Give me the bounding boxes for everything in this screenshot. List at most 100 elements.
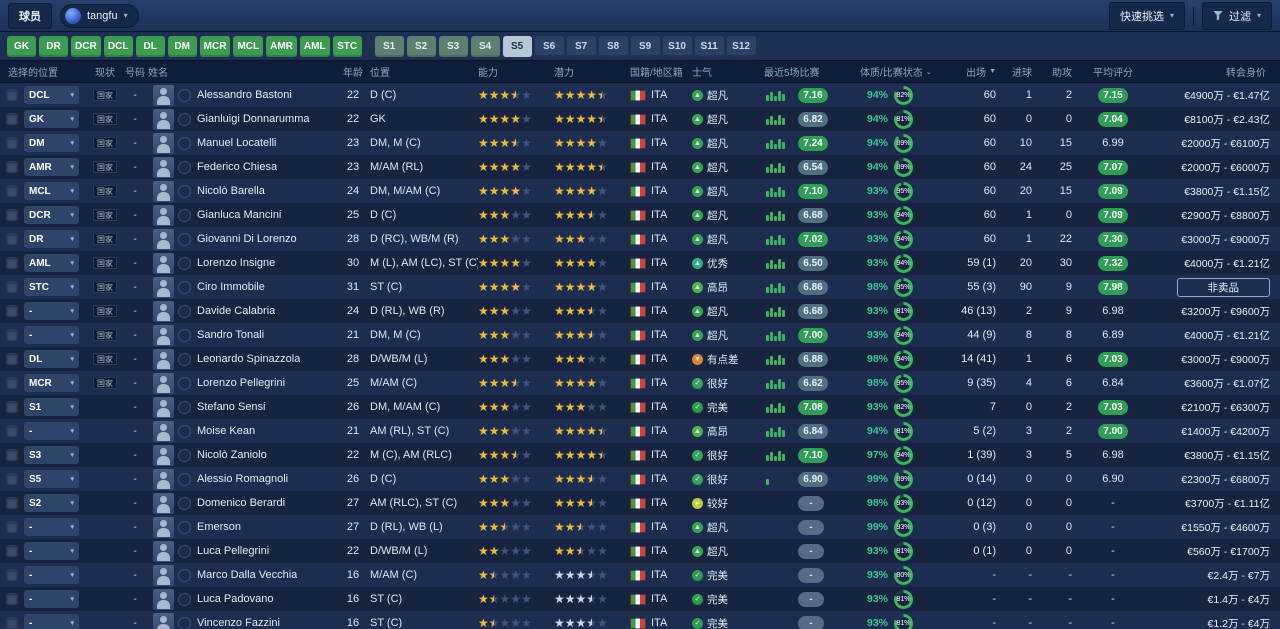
player-info-icon[interactable] bbox=[178, 544, 191, 558]
position-slot-dropdown[interactable]: - ▾ bbox=[24, 518, 79, 536]
column-header-13[interactable]: 出场 ▼ bbox=[966, 68, 996, 79]
row-checkbox[interactable] bbox=[6, 593, 18, 605]
table-row[interactable]: - ▾ 国家 - Sandro Tonali 21 DM, M (C) ★ ★ ★ ★ ★… bbox=[0, 323, 1280, 347]
position-slot-dropdown[interactable]: - ▾ bbox=[24, 590, 79, 608]
table-row[interactable]: AMR ▾ 国家 - Federico Chiesa 23 M/AM (RL) ★… bbox=[0, 155, 1280, 179]
page-tab-players[interactable]: 球员 bbox=[8, 2, 52, 29]
player-info-icon[interactable] bbox=[178, 328, 191, 342]
player-name[interactable]: Domenico Berardi bbox=[197, 497, 286, 509]
position-filter-amr[interactable]: AMR bbox=[266, 35, 297, 57]
player-name[interactable]: Stefano Sensi bbox=[197, 401, 266, 413]
row-checkbox[interactable] bbox=[6, 497, 18, 509]
column-header-8[interactable]: 潜力 bbox=[554, 68, 574, 79]
table-row[interactable]: S3 ▾ - Nicolò Zaniolo 22 M (C), AM (RLC) … bbox=[0, 443, 1280, 467]
column-header-11[interactable]: 最近5场比赛 bbox=[764, 68, 820, 79]
column-header-5[interactable]: 年龄 bbox=[343, 68, 363, 79]
column-header-7[interactable]: 能力 bbox=[478, 68, 498, 79]
player-name[interactable]: Manuel Locatelli bbox=[197, 137, 277, 149]
table-row[interactable]: - ▾ - Marco Dalla Vecchia 16 M/AM (C) ★ ★ ★… bbox=[0, 563, 1280, 587]
column-header-16[interactable]: 平均评分 bbox=[1093, 68, 1133, 79]
position-filter-s7[interactable]: S7 bbox=[566, 35, 596, 57]
table-row[interactable]: - ▾ - Luca Padovano 16 ST (C) ★ ★ ★ ★ ★ ★ ★ ★ ★ ★ … bbox=[0, 587, 1280, 611]
table-row[interactable]: DL ▾ 国家 - Leonardo Spinazzola 28 D/WB/M (… bbox=[0, 347, 1280, 371]
table-row[interactable]: MCL ▾ 国家 - Nicolò Barella 24 DM, M/AM (C)… bbox=[0, 179, 1280, 203]
player-info-icon[interactable] bbox=[178, 304, 191, 318]
position-filter-dcr[interactable]: DCR bbox=[71, 35, 101, 57]
player-info-icon[interactable] bbox=[178, 592, 191, 606]
position-slot-dropdown[interactable]: GK ▾ bbox=[24, 110, 79, 128]
row-checkbox[interactable] bbox=[6, 545, 18, 557]
table-row[interactable]: GK ▾ 国家 - Gianluigi Donnarumma 22 GK ★ ★ ★ ★… bbox=[0, 107, 1280, 131]
position-slot-dropdown[interactable]: DR ▾ bbox=[24, 230, 79, 248]
table-row[interactable]: DCR ▾ 国家 - Gianluca Mancini 25 D (C) ★ ★ ★ ★… bbox=[0, 203, 1280, 227]
column-header-6[interactable]: 位置 bbox=[370, 68, 390, 79]
position-slot-dropdown[interactable]: DL ▾ bbox=[24, 350, 79, 368]
row-checkbox[interactable] bbox=[6, 377, 18, 389]
table-row[interactable]: DR ▾ 国家 - Giovanni Di Lorenzo 28 D (RC), … bbox=[0, 227, 1280, 251]
position-filter-aml[interactable]: AML bbox=[299, 35, 330, 57]
row-checkbox[interactable] bbox=[6, 329, 18, 341]
row-checkbox[interactable] bbox=[6, 137, 18, 149]
player-name[interactable]: Federico Chiesa bbox=[197, 161, 278, 173]
table-row[interactable]: DM ▾ 国家 - Manuel Locatelli 23 DM, M (C) ★… bbox=[0, 131, 1280, 155]
position-filter-s6[interactable]: S6 bbox=[534, 35, 564, 57]
filter-button[interactable]: 过滤 ▾ bbox=[1201, 1, 1272, 30]
player-name[interactable]: Marco Dalla Vecchia bbox=[197, 569, 298, 581]
table-row[interactable]: S1 ▾ - Stefano Sensi 26 DM, M/AM (C) ★ ★ ★ ★… bbox=[0, 395, 1280, 419]
position-filter-dm[interactable]: DM bbox=[167, 35, 197, 57]
quick-pick-button[interactable]: 快速挑选 ▾ bbox=[1108, 1, 1185, 30]
position-filter-s1[interactable]: S1 bbox=[374, 35, 404, 57]
row-checkbox[interactable] bbox=[6, 161, 18, 173]
position-filter-dl[interactable]: DL bbox=[135, 35, 165, 57]
player-name[interactable]: Alessio Romagnoli bbox=[197, 473, 289, 485]
column-header-10[interactable]: 士气 bbox=[692, 68, 712, 79]
table-row[interactable]: S2 ▾ - Domenico Berardi 27 AM (RLC), ST (… bbox=[0, 491, 1280, 515]
player-name[interactable]: Davide Calabria bbox=[197, 305, 276, 317]
player-name[interactable]: Vincenzo Fazzini bbox=[197, 617, 280, 629]
table-row[interactable]: - ▾ - Vincenzo Fazzini 16 ST (C) ★ ★ ★ ★ ★ ★ ★ ★… bbox=[0, 611, 1280, 629]
player-name[interactable]: Lorenzo Insigne bbox=[197, 257, 276, 269]
player-info-icon[interactable] bbox=[178, 208, 191, 222]
player-name[interactable]: Gianluigi Donnarumma bbox=[197, 113, 310, 125]
row-checkbox[interactable] bbox=[6, 569, 18, 581]
position-slot-dropdown[interactable]: - ▾ bbox=[24, 302, 79, 320]
row-checkbox[interactable] bbox=[6, 257, 18, 269]
player-name[interactable]: Leonardo Spinazzola bbox=[197, 353, 301, 365]
player-info-icon[interactable] bbox=[178, 136, 191, 150]
player-name[interactable]: Nicolò Barella bbox=[197, 185, 265, 197]
position-slot-dropdown[interactable]: STC ▾ bbox=[24, 278, 79, 296]
position-filter-dcl[interactable]: DCL bbox=[103, 35, 133, 57]
table-row[interactable]: - ▾ - Moise Kean 21 AM (RL), ST (C) ★ ★ ★ ★ ★… bbox=[0, 419, 1280, 443]
column-header-15[interactable]: 助攻 bbox=[1052, 68, 1072, 79]
player-info-icon[interactable] bbox=[178, 616, 191, 629]
position-slot-dropdown[interactable]: S2 ▾ bbox=[24, 494, 79, 512]
column-header-4[interactable]: 姓名 bbox=[148, 68, 168, 79]
position-slot-dropdown[interactable]: - ▾ bbox=[24, 326, 79, 344]
position-slot-dropdown[interactable]: DCR ▾ bbox=[24, 206, 79, 224]
player-info-icon[interactable] bbox=[178, 160, 191, 174]
player-name[interactable]: Lorenzo Pellegrini bbox=[197, 377, 286, 389]
table-row[interactable]: MCR ▾ 国家 - Lorenzo Pellegrini 25 M/AM (C)… bbox=[0, 371, 1280, 395]
position-slot-dropdown[interactable]: AMR ▾ bbox=[24, 158, 79, 176]
position-filter-s8[interactable]: S8 bbox=[598, 35, 628, 57]
position-filter-s9[interactable]: S9 bbox=[630, 35, 660, 57]
position-filter-mcr[interactable]: MCR bbox=[199, 35, 231, 57]
player-info-icon[interactable] bbox=[178, 448, 191, 462]
player-info-icon[interactable] bbox=[178, 184, 191, 198]
player-info-icon[interactable] bbox=[178, 88, 191, 102]
player-info-icon[interactable] bbox=[178, 112, 191, 126]
position-slot-dropdown[interactable]: MCR ▾ bbox=[24, 374, 79, 392]
position-slot-dropdown[interactable]: - ▾ bbox=[24, 566, 79, 584]
row-checkbox[interactable] bbox=[6, 521, 18, 533]
row-checkbox[interactable] bbox=[6, 353, 18, 365]
table-row[interactable]: STC ▾ 国家 - Ciro Immobile 31 ST (C) ★ ★ ★ ★ ★ ★… bbox=[0, 275, 1280, 299]
position-slot-dropdown[interactable]: S1 ▾ bbox=[24, 398, 79, 416]
position-filter-s11[interactable]: S11 bbox=[694, 35, 724, 57]
table-row[interactable]: S5 ▾ - Alessio Romagnoli 26 D (C) ★ ★ ★ ★ ★ ★ ★… bbox=[0, 467, 1280, 491]
row-checkbox[interactable] bbox=[6, 233, 18, 245]
column-header-9[interactable]: 国籍/地区籍 bbox=[630, 68, 683, 79]
profile-dropdown[interactable]: tangfu ▾ bbox=[60, 3, 139, 28]
position-slot-dropdown[interactable]: - ▾ bbox=[24, 422, 79, 440]
row-checkbox[interactable] bbox=[6, 281, 18, 293]
position-filter-s3[interactable]: S3 bbox=[438, 35, 468, 57]
